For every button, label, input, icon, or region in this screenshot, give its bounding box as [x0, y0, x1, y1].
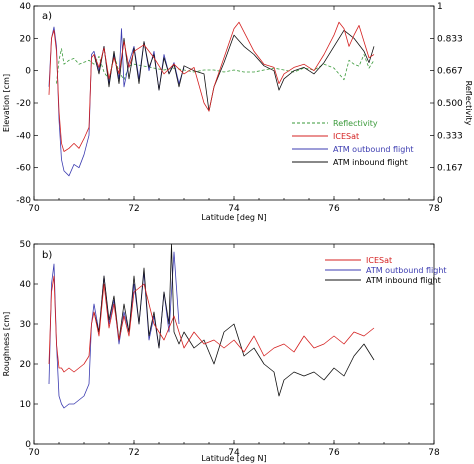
y2-tick-label: 0.667: [437, 67, 463, 77]
legend-label-inbound: ATM inbound flight: [333, 158, 408, 167]
panel-a-y2label: Reflectivity: [464, 81, 473, 126]
panel-b-x-ticks: 70 72 74 76 78: [28, 244, 440, 458]
panel-a-label: a): [42, 11, 52, 22]
x-tick-label: 70: [28, 448, 40, 458]
panel-b-xlabel: Latitude [deg N]: [201, 454, 266, 463]
y-tick-label: 10: [20, 400, 32, 410]
legend-label-outbound: ATM outbound flight: [333, 145, 414, 154]
panel-a-series: [48, 21, 375, 177]
y-tick-label: 40: [20, 280, 32, 290]
panel-a-y-ticks: -80 -60 -40 -20 0 20 40: [16, 2, 38, 206]
series-line-icesat: [48, 21, 375, 152]
x-tick-label: 72: [128, 204, 139, 214]
y2-tick-label: 0: [437, 196, 443, 206]
y-tick-label: -60: [16, 164, 31, 174]
x-tick-label: 76: [328, 448, 340, 458]
y2-tick-label: 0.500: [437, 99, 463, 109]
y-tick-label: 0: [25, 67, 31, 77]
x-tick-label: 78: [428, 204, 440, 214]
panel-b-ylabel: Roughness [cm]: [2, 312, 11, 377]
y2-tick-label: 0.167: [437, 164, 463, 174]
panel-b-series: [48, 243, 375, 409]
panel-a: a) 70 72 74 76 78 -80 -60 -40 -20 0 20 40 0 0.167 0.…: [2, 2, 473, 222]
y-tick-label: 0: [25, 440, 31, 450]
series-line-outbound: [48, 251, 180, 409]
panel-a-y2-ticks: 0 0.167 0.333 0.500 0.667 0.833 1: [430, 2, 463, 206]
series-line-reflectivity: [56, 48, 375, 84]
x-tick-label: 74: [228, 448, 240, 458]
series-line-outbound: [48, 26, 185, 177]
panel-a-ylabel: Elevation [cm]: [2, 74, 11, 132]
panel-b-label: b): [42, 250, 52, 261]
x-tick-label: 70: [28, 204, 40, 214]
series-line-inbound: [93, 243, 375, 397]
x-tick-label: 74: [228, 204, 240, 214]
series-line-icesat: [48, 275, 375, 373]
y-tick-label: 40: [20, 2, 32, 12]
legend-label-outbound: ATM outbound flight: [366, 266, 447, 275]
panel-a-x-ticks: 70 72 74 76 78: [28, 6, 440, 214]
y-tick-label: 20: [20, 360, 32, 370]
y-tick-label: -20: [16, 99, 31, 109]
legend-label-reflectivity: Reflectivity: [333, 119, 378, 128]
legend-label-icesat: ICESat: [366, 256, 392, 265]
panel-b-y-ticks: 0 10 20 30 40 50: [20, 240, 434, 450]
x-tick-label: 72: [128, 448, 139, 458]
legend-label-inbound: ATM inbound flight: [366, 276, 441, 285]
panel-a-legend: Reflectivity ICESat ATM outbound flight ATM…: [292, 119, 414, 167]
y-tick-label: 30: [20, 320, 32, 330]
y-tick-label: 20: [20, 34, 32, 44]
y-tick-label: -80: [16, 196, 31, 206]
series-line-inbound: [93, 29, 375, 112]
x-tick-label: 78: [428, 448, 440, 458]
y2-tick-label: 0.833: [437, 34, 463, 44]
legend-label-icesat: ICESat: [333, 132, 359, 141]
panel-a-xlabel: Latitude [deg N]: [201, 213, 266, 222]
y2-tick-label: 0.333: [437, 131, 463, 141]
y-tick-label: 50: [20, 240, 32, 250]
y-tick-label: -40: [16, 131, 31, 141]
x-tick-label: 76: [328, 204, 340, 214]
y2-tick-label: 1: [437, 2, 443, 12]
